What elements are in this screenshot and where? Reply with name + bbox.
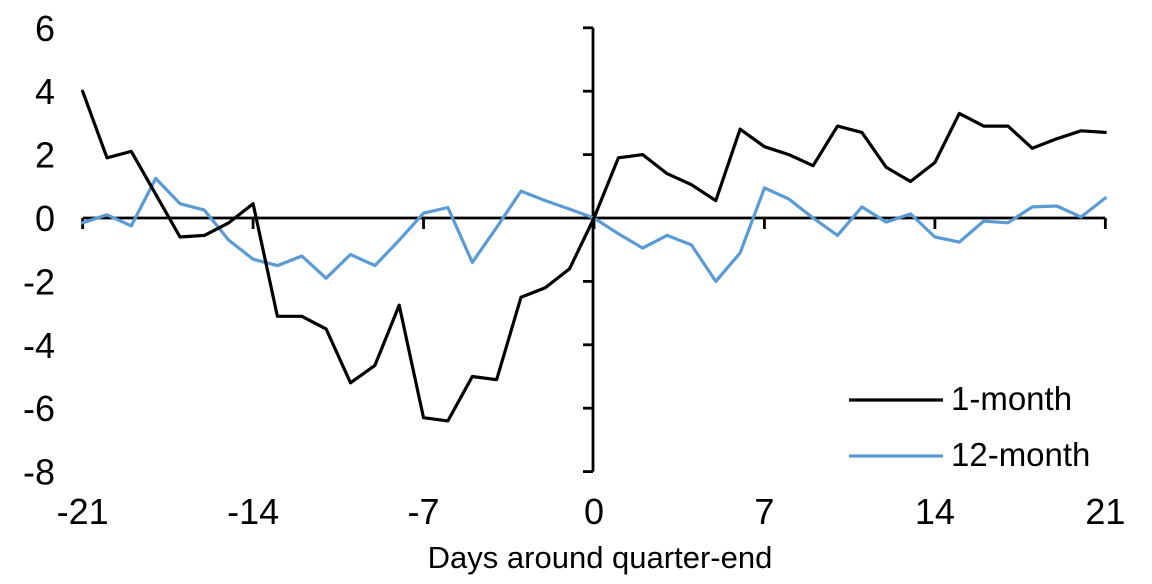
x-tick-label: 7 — [754, 491, 774, 532]
legend: 1-month 12-month — [849, 380, 1090, 473]
x-tick-label: -14 — [227, 491, 279, 532]
tick-labels: -21 -14 -7 0 7 14 21 6 4 2 0 -2 -4 -6 -8 — [23, 8, 1125, 532]
x-tick-label: -7 — [408, 491, 440, 532]
x-tick-label: 0 — [584, 491, 604, 532]
x-tick-label: -21 — [57, 491, 109, 532]
y-tick-label: -8 — [23, 452, 55, 493]
series-lines — [80, 89, 1107, 423]
legend-label-12-month: 12-month — [951, 436, 1090, 473]
y-tick-label: -4 — [23, 325, 55, 366]
y-tick-label: -6 — [23, 388, 55, 429]
y-tick-label: 2 — [35, 135, 55, 176]
x-tick-label: 14 — [915, 491, 955, 532]
y-tick-label: 4 — [35, 71, 55, 112]
x-tick-label: 21 — [1085, 491, 1125, 532]
series-line-1-month — [80, 89, 1107, 423]
y-tick-label: 0 — [35, 198, 55, 239]
legend-label-1-month: 1-month — [951, 380, 1072, 417]
y-tick-label: 6 — [35, 8, 55, 49]
y-tick-label: -2 — [23, 261, 55, 302]
x-axis-title: Days around quarter-end — [428, 540, 773, 575]
